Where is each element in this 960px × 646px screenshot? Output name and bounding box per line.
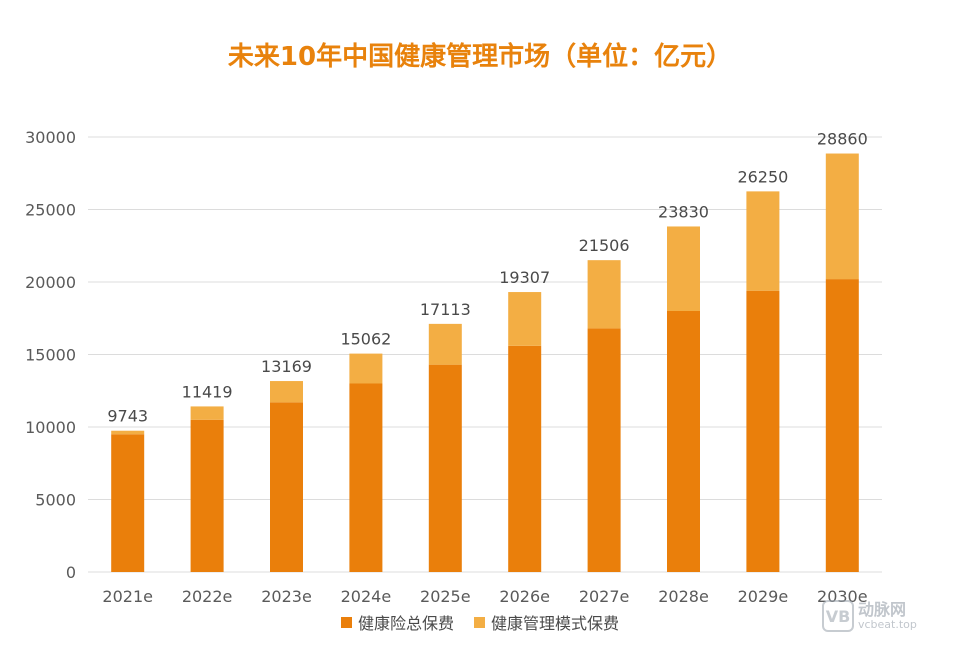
bar-insurance-premium — [428, 364, 462, 572]
total-data-label: 26250 — [737, 167, 788, 186]
bar-insurance-premium — [111, 434, 145, 572]
y-tick-label: 10000 — [25, 418, 76, 437]
total-data-label: 11419 — [182, 382, 233, 401]
legend-label-management-premium: 健康管理模式保费 — [491, 614, 620, 633]
bar-insurance-premium — [349, 383, 383, 572]
bar-management-premium — [508, 292, 542, 346]
x-tick-label: 2028e — [658, 587, 709, 606]
x-tick-label: 2023e — [261, 587, 312, 606]
y-tick-label: 25000 — [25, 201, 76, 220]
legend-item-management-premium: 健康管理模式保费 — [474, 610, 619, 634]
watermark-text: 动脉网 vcbeat.top — [858, 601, 917, 631]
bar-management-premium — [190, 406, 224, 420]
watermark: VB 动脉网 vcbeat.top — [822, 596, 954, 636]
chart-legend: 健康险总保费 健康管理模式保费 — [0, 610, 960, 634]
bar-management-premium — [349, 353, 383, 384]
total-data-label: 21506 — [579, 236, 630, 255]
x-tick-label: 2026e — [499, 587, 550, 606]
bar-insurance-premium — [508, 345, 542, 572]
y-tick-label: 15000 — [25, 346, 76, 365]
bar-management-premium — [270, 381, 303, 403]
total-data-label: 15062 — [340, 330, 391, 349]
bar-insurance-premium — [825, 279, 859, 572]
watermark-logo: VB — [822, 600, 854, 632]
bar-management-premium — [667, 226, 700, 311]
bar-management-premium — [111, 430, 145, 435]
y-tick-label: 0 — [66, 563, 76, 582]
y-tick-label: 30000 — [25, 128, 76, 147]
x-tick-label: 2022e — [182, 587, 233, 606]
total-data-label: 17113 — [420, 300, 471, 319]
bar-management-premium — [825, 153, 859, 280]
total-data-label: 23830 — [658, 202, 709, 221]
y-tick-label: 20000 — [25, 273, 76, 292]
x-tick-label: 2027e — [579, 587, 630, 606]
legend-swatch-management-premium — [474, 616, 485, 628]
legend-label-insurance-premium: 健康险总保费 — [357, 614, 454, 633]
watermark-name: 动脉网 — [858, 600, 907, 620]
total-data-label: 19307 — [499, 268, 550, 287]
chart-title: 未来10年中国健康管理市场（单位：亿元） — [227, 42, 733, 72]
x-tick-label: 2021e — [102, 587, 153, 606]
legend-swatch-insurance-premium — [340, 616, 352, 628]
x-tick-label: 2025e — [420, 587, 471, 606]
bar-insurance-premium — [667, 311, 700, 572]
total-data-label: 28860 — [817, 130, 868, 149]
bar-management-premium — [587, 260, 621, 329]
bar-insurance-premium — [190, 419, 224, 572]
bar-management-premium — [428, 323, 462, 365]
watermark-url: vcbeat.top — [858, 617, 917, 631]
bar-insurance-premium — [587, 328, 621, 572]
bar-insurance-premium — [270, 402, 303, 572]
x-tick-label: 2029e — [738, 587, 789, 606]
bar-insurance-premium — [746, 290, 780, 572]
x-tick-label: 2024e — [341, 587, 392, 606]
y-tick-label: 5000 — [35, 491, 76, 510]
total-data-label: 9743 — [107, 407, 148, 426]
bar-management-premium — [746, 191, 780, 291]
total-data-label: 13169 — [261, 357, 312, 376]
legend-item-insurance-premium: 健康险总保费 — [340, 610, 454, 634]
